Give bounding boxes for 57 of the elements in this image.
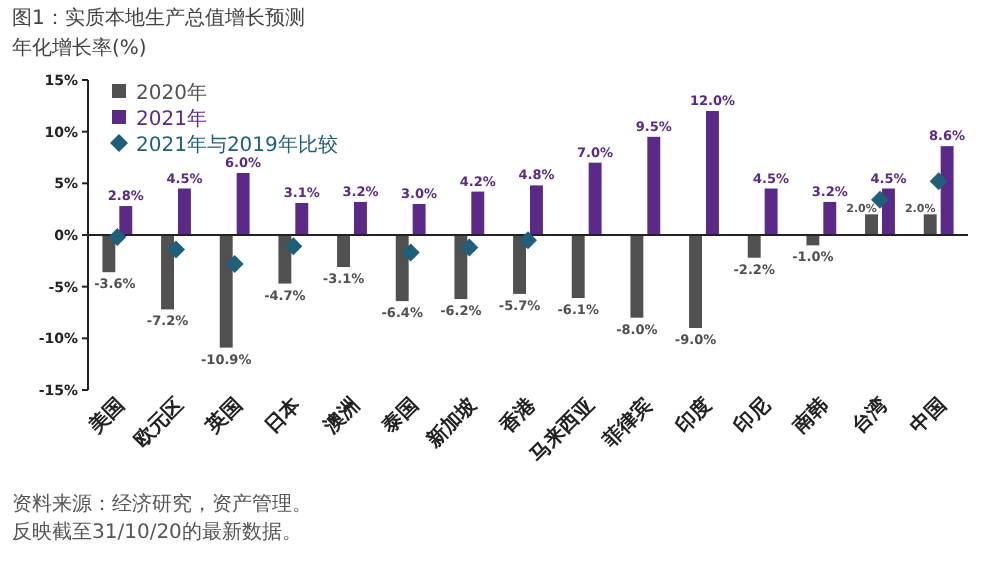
x-tick-label: 菲律宾 — [596, 393, 658, 455]
point — [519, 231, 537, 250]
bar — [940, 146, 954, 235]
x-tick-label: 台湾 — [846, 391, 894, 439]
x-tick-label: 日本 — [260, 391, 307, 439]
bar — [923, 214, 937, 235]
bar — [513, 235, 526, 294]
point — [929, 172, 948, 191]
x-tick-label: 印尼 — [729, 393, 775, 439]
chart-title: 图1：实质本地生产总值增长预测 — [12, 6, 305, 30]
point — [401, 243, 420, 262]
x-tick-label: 中国 — [905, 393, 951, 439]
chart-subtitle: 年化增长率(%) — [12, 36, 147, 60]
bar — [102, 235, 116, 273]
bar — [278, 235, 292, 284]
bar — [471, 191, 485, 235]
bar — [823, 201, 837, 235]
x-tick-label: 香港 — [493, 391, 542, 440]
legend-label: 2021年 — [136, 107, 207, 131]
bar — [530, 185, 543, 235]
point — [225, 254, 244, 273]
bar — [588, 162, 602, 235]
x-tick-label: 南韩 — [786, 393, 834, 440]
bar — [571, 235, 585, 299]
legend-label: 2021年与2019年比较 — [136, 133, 338, 157]
bar — [354, 201, 367, 235]
bar — [219, 235, 233, 348]
point — [167, 240, 185, 259]
bar — [119, 206, 133, 235]
bar — [865, 214, 878, 235]
bar — [706, 111, 719, 235]
text: 反映截至31/10/20的最新数据。 — [12, 520, 302, 544]
bar — [647, 136, 661, 235]
text: 资料来源：经济研究，资产管理。 — [12, 492, 312, 516]
x-tick-label: 印度 — [670, 393, 717, 439]
bar — [337, 235, 350, 268]
bar — [747, 235, 761, 258]
point — [108, 228, 127, 247]
bar — [295, 202, 309, 235]
bar — [161, 235, 174, 310]
x-tick-label: 澳洲 — [317, 393, 365, 440]
x-tick-label: 美国 — [82, 393, 130, 440]
bar — [395, 235, 409, 302]
point — [460, 238, 479, 257]
bar — [412, 204, 426, 235]
x-tick-label: 欧元区 — [128, 393, 189, 453]
bar — [630, 235, 644, 318]
x-tick-label: 新加坡 — [420, 391, 483, 455]
bar — [454, 235, 468, 300]
point — [284, 237, 303, 256]
bar — [236, 173, 250, 235]
x-tick-label: 泰国 — [376, 393, 423, 440]
bar — [178, 188, 191, 235]
x-tick-label: 英国 — [200, 393, 247, 440]
legend-label: 2020年 — [136, 81, 207, 105]
bar — [764, 188, 778, 235]
bar — [689, 235, 702, 328]
